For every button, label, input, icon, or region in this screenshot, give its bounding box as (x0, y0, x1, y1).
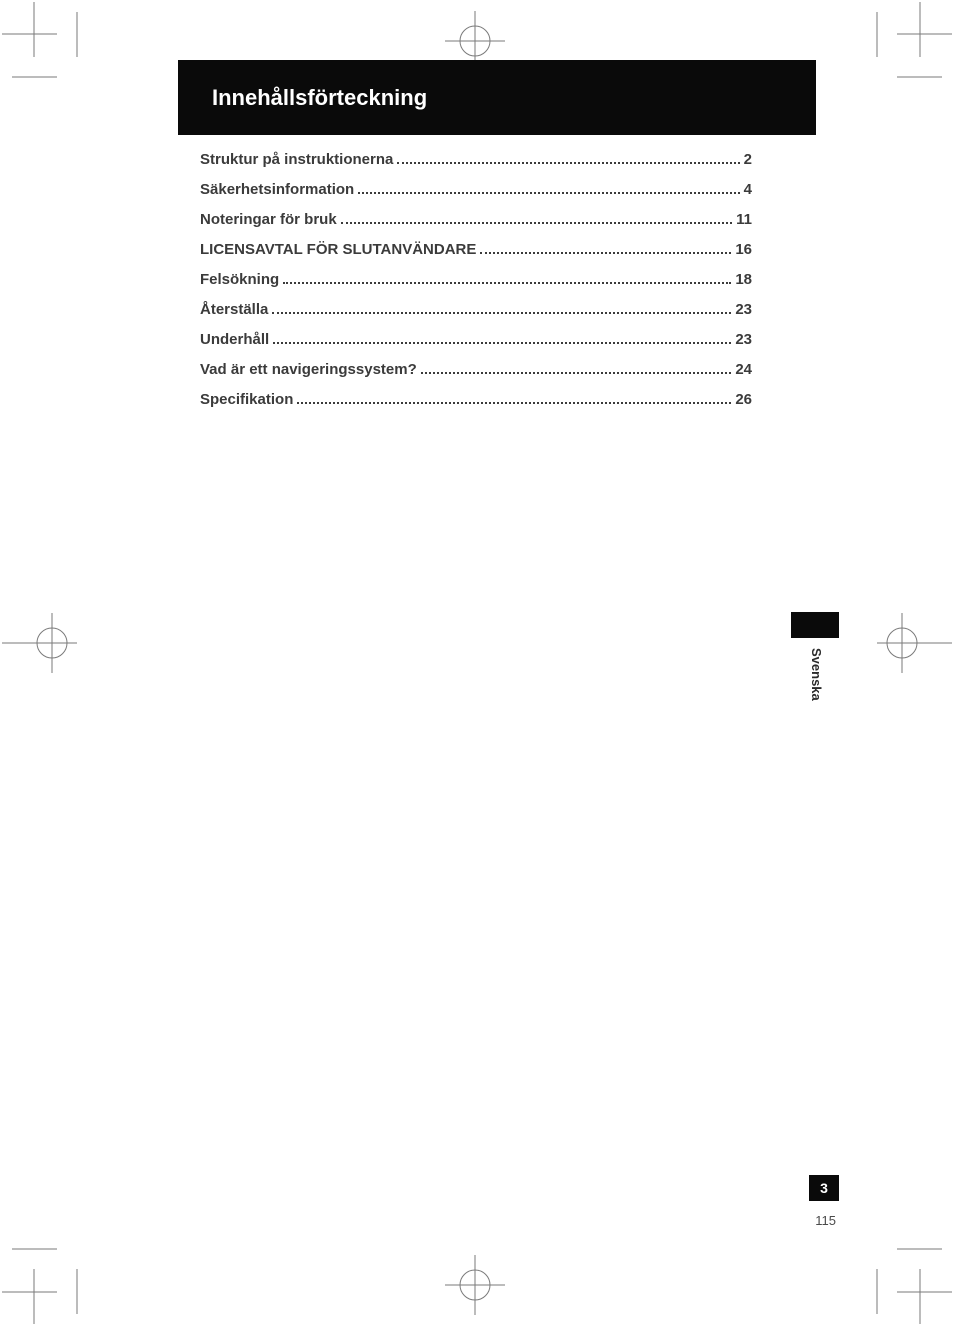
toc-row: Återställa 23 (200, 300, 752, 318)
toc-leader-dots (297, 390, 731, 404)
language-tab (791, 612, 839, 638)
chapter-badge: 3 (809, 1175, 839, 1201)
toc-row: Noteringar för bruk 11 (200, 210, 752, 228)
page: Innehållsförteckning Struktur på instruk… (0, 0, 954, 1326)
toc-label: Specifikation (200, 391, 293, 408)
header-bar: Innehållsförteckning (178, 60, 816, 135)
crop-mark-mid-right (872, 608, 952, 678)
toc-page: 26 (735, 391, 752, 408)
toc-leader-dots (358, 180, 739, 194)
crop-mark-top-left (2, 2, 82, 82)
toc-row: Felsökning 18 (200, 270, 752, 288)
crop-mark-top-right (872, 2, 952, 82)
toc-label: Underhåll (200, 331, 269, 348)
toc-leader-dots (283, 270, 731, 284)
crop-mark-mid-left (2, 608, 82, 678)
toc-page: 4 (744, 181, 752, 198)
toc-page: 23 (735, 301, 752, 318)
toc-leader-dots (341, 210, 732, 224)
toc-row: Struktur på instruktionerna 2 (200, 150, 752, 168)
table-of-contents: Struktur på instruktionerna 2 Säkerhetsi… (200, 150, 752, 420)
page-title: Innehållsförteckning (212, 85, 427, 111)
toc-leader-dots (273, 330, 731, 344)
toc-label: Vad är ett navigeringssystem? (200, 361, 417, 378)
toc-label: Säkerhetsinformation (200, 181, 354, 198)
toc-row: Vad är ett navigeringssystem? 24 (200, 360, 752, 378)
toc-page: 24 (735, 361, 752, 378)
toc-page: 23 (735, 331, 752, 348)
toc-row: Specifikation 26 (200, 390, 752, 408)
toc-page: 16 (735, 241, 752, 258)
toc-leader-dots (480, 240, 731, 254)
toc-row: Underhåll 23 (200, 330, 752, 348)
toc-page: 11 (736, 211, 752, 228)
toc-leader-dots (397, 150, 739, 164)
toc-label: Struktur på instruktionerna (200, 151, 393, 168)
toc-label: Återställa (200, 301, 268, 318)
toc-leader-dots (272, 300, 731, 314)
toc-row: LICENSAVTAL FÖR SLUTANVÄNDARE 16 (200, 240, 752, 258)
toc-page: 18 (735, 271, 752, 288)
toc-label: LICENSAVTAL FÖR SLUTANVÄNDARE (200, 241, 476, 258)
registration-mark-bottom (440, 1250, 510, 1320)
toc-label: Noteringar för bruk (200, 211, 337, 228)
toc-page: 2 (744, 151, 752, 168)
crop-mark-bottom-left (2, 1244, 82, 1324)
language-label: Svenska (809, 648, 824, 701)
toc-label: Felsökning (200, 271, 279, 288)
toc-leader-dots (421, 360, 732, 374)
crop-mark-bottom-right (872, 1244, 952, 1324)
page-number: 115 (815, 1213, 836, 1228)
toc-row: Säkerhetsinformation 4 (200, 180, 752, 198)
